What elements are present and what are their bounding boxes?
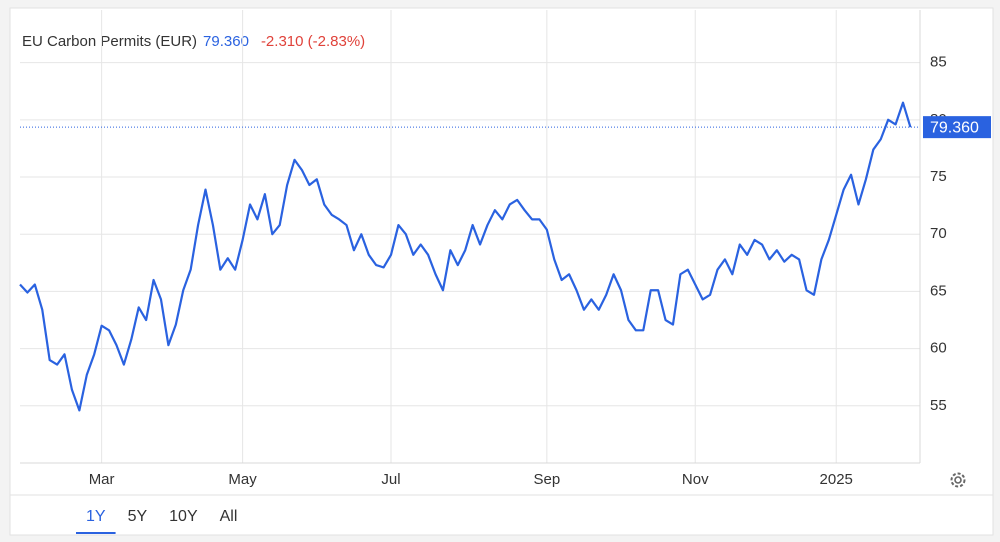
x-tick-label: Jul <box>381 471 400 488</box>
x-tick-label: Sep <box>533 471 560 488</box>
range-button[interactable]: All <box>220 508 238 525</box>
range-button[interactable]: 5Y <box>128 508 148 525</box>
change: -2.310 (-2.83%) <box>261 33 365 50</box>
settings-icon[interactable] <box>950 472 966 488</box>
range-button[interactable]: 1Y <box>76 508 116 534</box>
y-tick-label: 65 <box>930 282 947 299</box>
x-tick-label: Nov <box>682 471 709 488</box>
y-tick-label: 55 <box>930 397 947 414</box>
range-button-label[interactable]: 1Y <box>86 508 106 525</box>
range-button-label[interactable]: 5Y <box>128 508 148 525</box>
last-value-tag <box>923 116 991 139</box>
chart-title: EU Carbon Permits (EUR) <box>22 33 197 50</box>
y-tick-label: 85 <box>930 54 947 71</box>
x-tick-label: Mar <box>89 471 115 488</box>
x-tick-label: 2025 <box>820 471 853 488</box>
x-tick-label: May <box>228 471 257 488</box>
panel <box>9 7 994 536</box>
price: 79.360 <box>203 33 249 50</box>
y-tick-label: 60 <box>930 340 947 357</box>
price-line <box>19 101 912 412</box>
y-tick-label: 75 <box>930 168 947 185</box>
y-tick-label: 70 <box>930 225 947 242</box>
range-button[interactable]: 10Y <box>169 508 198 525</box>
last-value-label: 79.360 <box>930 119 979 136</box>
range-button-label[interactable]: All <box>220 508 238 525</box>
range-button-label[interactable]: 10Y <box>169 508 198 525</box>
